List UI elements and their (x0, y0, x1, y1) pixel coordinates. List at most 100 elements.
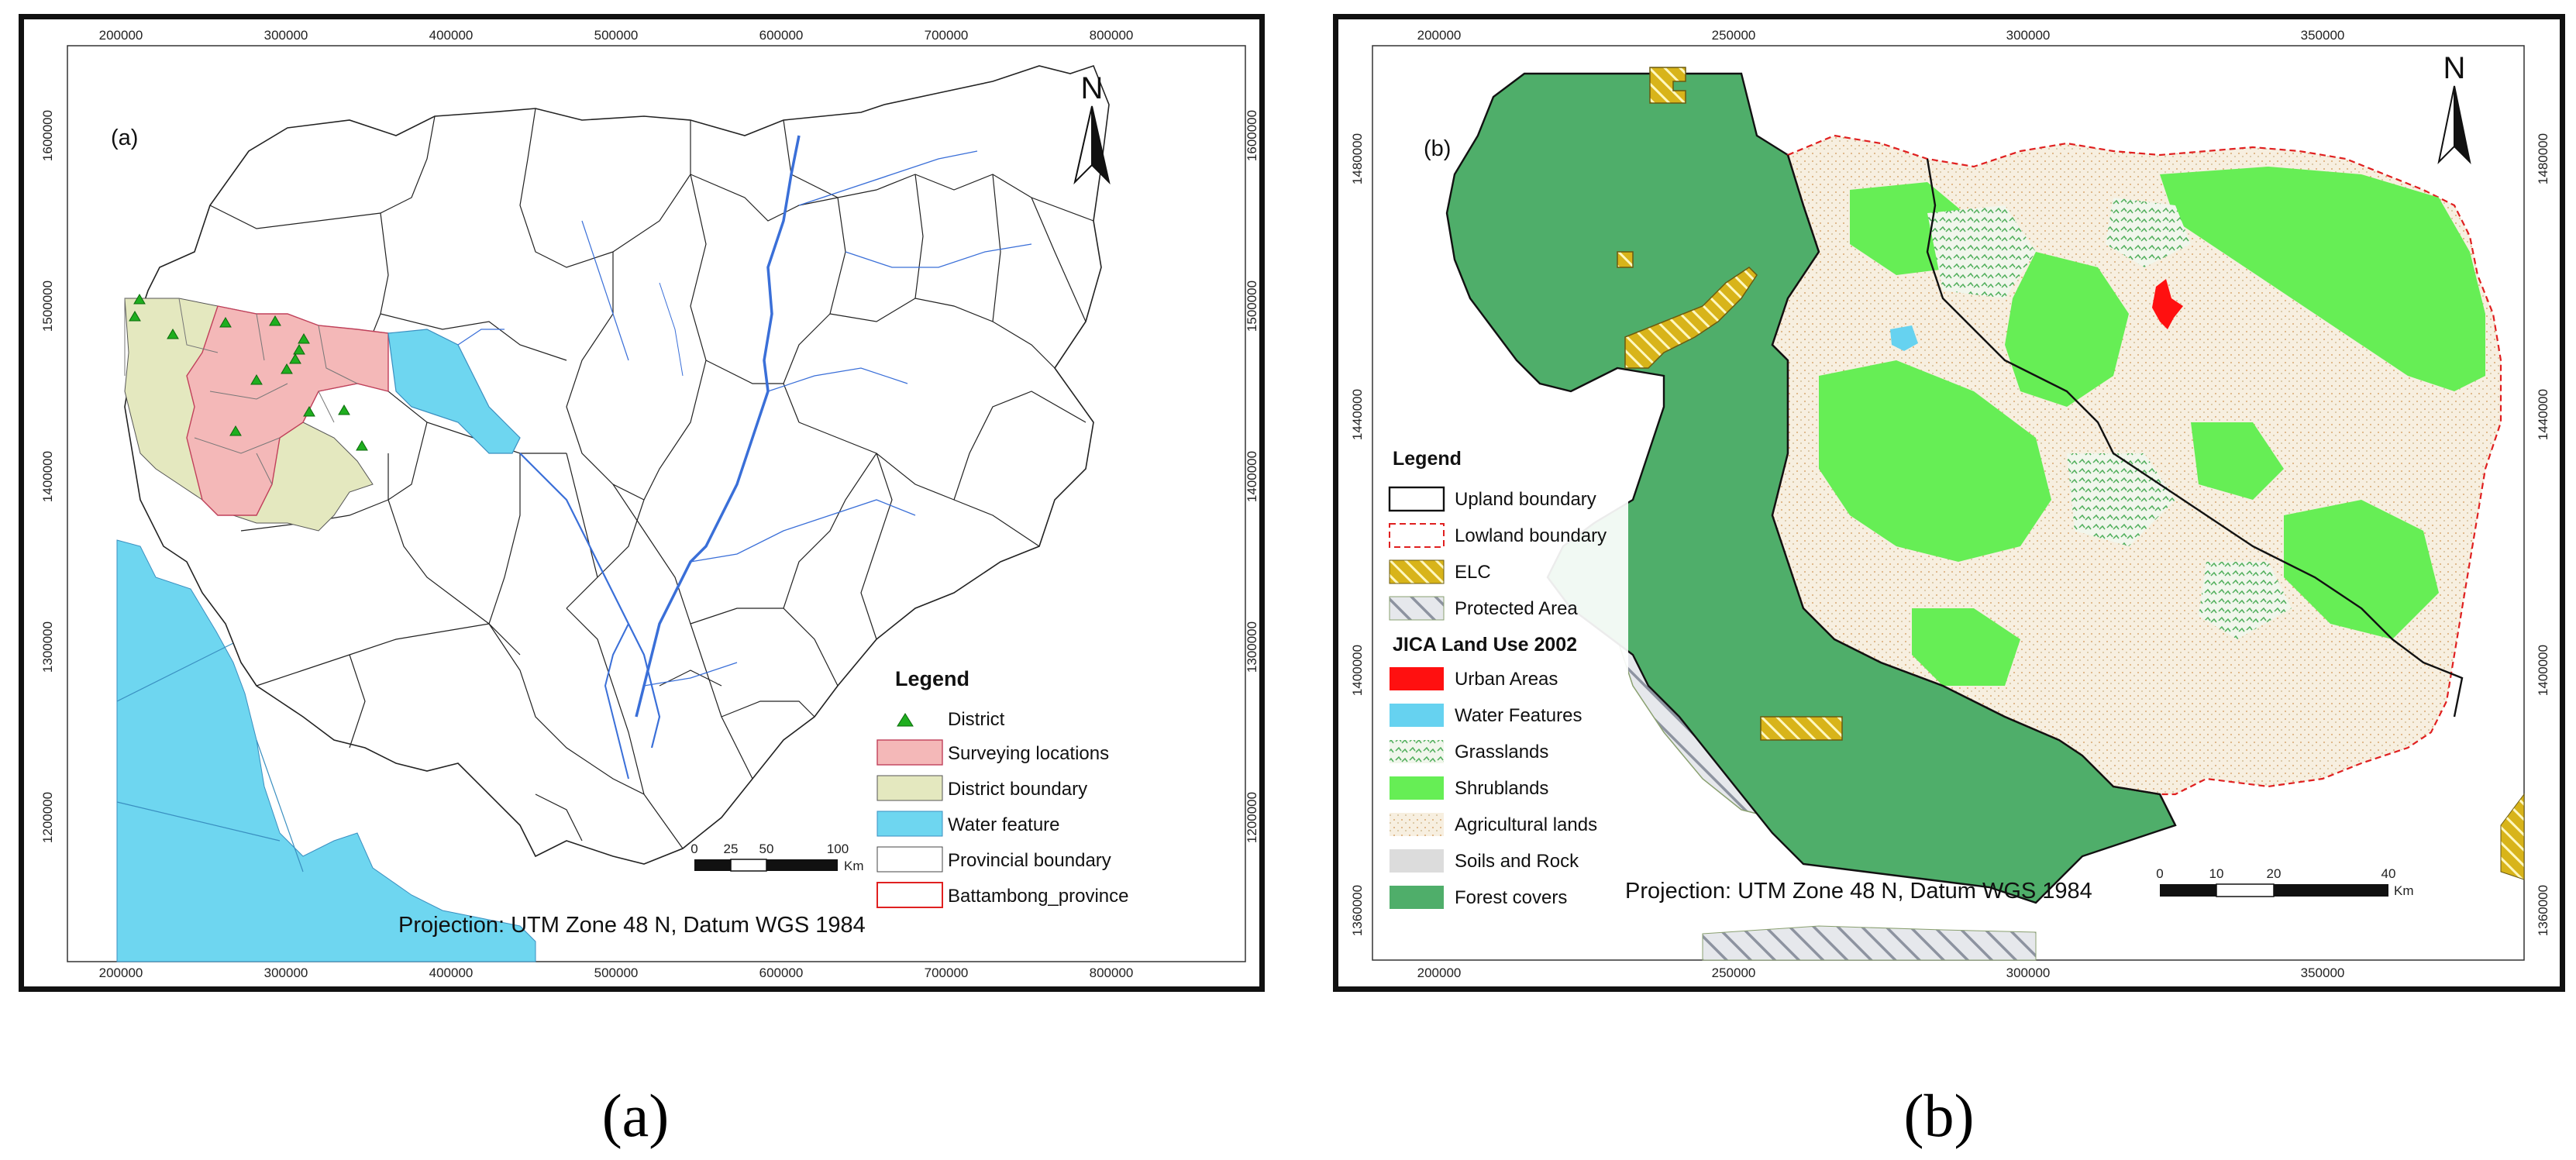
svg-text:200000: 200000 (99, 28, 143, 43)
legend-b-item: ELC (1455, 562, 1491, 583)
svg-text:300000: 300000 (264, 966, 308, 980)
water-feature (1890, 325, 1918, 351)
svg-text:1360000: 1360000 (2536, 885, 2550, 936)
svg-text:250000: 250000 (1712, 28, 1756, 43)
legend-b-subtitle: JICA Land Use 2002 (1393, 634, 1577, 656)
projection-a: Projection: UTM Zone 48 N, Datum WGS 198… (398, 913, 866, 938)
map-panel-b: 200000 250000 300000 350000 200000 25000… (1333, 14, 2565, 992)
svg-text:N: N (1081, 71, 1104, 105)
north-arrow-icon: N (1073, 71, 1111, 185)
svg-text:1360000: 1360000 (1350, 885, 1365, 936)
rivers (457, 135, 1032, 780)
legend-upland-swatch (1388, 486, 1445, 512)
svg-text:600000: 600000 (759, 966, 804, 980)
svg-text:Km: Km (2394, 883, 2414, 898)
maritime-lines (116, 639, 304, 873)
legend-b-item: Agricultural lands (1455, 814, 1597, 835)
legend-water-swatch (1390, 704, 1444, 727)
grasslands (1927, 198, 2292, 639)
legend-water-swatch (876, 811, 943, 837)
legend-surveying-swatch (876, 739, 943, 766)
district-marker (269, 315, 281, 326)
panel-b-tag: (b) (1424, 136, 1451, 161)
legend-b-item: Grasslands (1455, 742, 1548, 762)
svg-text:1600000: 1600000 (40, 110, 55, 161)
legend-b-item: Forest covers (1455, 887, 1567, 908)
legend-a-item: Provincial boundary (948, 850, 1111, 871)
caption-b: (b) (1903, 1082, 1975, 1149)
svg-text:350000: 350000 (2301, 966, 2345, 980)
svg-text:700000: 700000 (925, 966, 969, 980)
legend-district-symbol (897, 713, 914, 727)
district-marker (293, 344, 305, 355)
legend-lowland-swatch (1389, 523, 1445, 548)
legend-urban-swatch (1390, 667, 1444, 690)
svg-text:40: 40 (2381, 866, 2396, 881)
north-arrow-icon: N (2437, 51, 2471, 165)
svg-text:1440000: 1440000 (2536, 389, 2550, 440)
svg-text:20: 20 (2267, 866, 2282, 881)
svg-text:300000: 300000 (2006, 966, 2051, 980)
svg-text:400000: 400000 (429, 966, 474, 980)
map-b-y-ticks-right: 1480000 1440000 1400000 1360000 (2536, 133, 2550, 936)
legend-a-item: Battambong_province (948, 886, 1128, 907)
district-marker (289, 353, 301, 364)
upland-lowland-divide (1771, 154, 2177, 826)
svg-text:200000: 200000 (99, 966, 143, 980)
legend-grass-swatch (1390, 740, 1444, 763)
svg-text:1480000: 1480000 (2536, 133, 2550, 184)
district-marker (250, 374, 263, 385)
svg-text:350000: 350000 (2301, 28, 2345, 43)
legend-shrub-swatch (1390, 776, 1444, 800)
provincial-boundaries (209, 108, 1094, 849)
map-a-canvas: 200000 300000 400000 500000 600000 70000… (40, 28, 1259, 980)
legend-forest-swatch (1390, 886, 1444, 909)
district-marker (219, 317, 232, 328)
legend-b-item: Protected Area (1455, 598, 1578, 619)
legend-district-boundary-swatch (876, 775, 943, 801)
svg-text:Km: Km (844, 859, 864, 873)
legend-b-title: Legend (1393, 448, 1462, 470)
elc-areas (1617, 67, 1843, 741)
gulf-water (116, 539, 536, 962)
legend-soil-swatch (1390, 849, 1444, 873)
map-a-x-ticks-top: 200000 300000 400000 500000 600000 70000… (99, 28, 1134, 43)
legend-a-item: Surveying locations (948, 743, 1109, 764)
legend-protected-swatch (1389, 596, 1445, 621)
legend-b-item: Water Features (1455, 705, 1582, 726)
svg-text:25: 25 (724, 842, 739, 856)
svg-text:50: 50 (759, 842, 774, 856)
legend-agri-swatch (1390, 813, 1444, 836)
district-marker (133, 294, 146, 305)
caption-a: (a) (601, 1082, 670, 1149)
svg-text:1600000: 1600000 (1245, 110, 1259, 161)
svg-text:1300000: 1300000 (1245, 621, 1259, 673)
legend-battambong-swatch (876, 882, 943, 908)
map-a-y-ticks-right: 1600000 1500000 1400000 1300000 1200000 (1245, 110, 1259, 843)
tonle-sap-lake (387, 329, 521, 454)
legend-a-item: Water feature (948, 814, 1060, 835)
district-marker (281, 363, 293, 374)
district-marker (229, 425, 242, 436)
battambang-districts (124, 298, 389, 532)
svg-text:600000: 600000 (759, 28, 804, 43)
svg-text:1440000: 1440000 (1350, 389, 1365, 440)
map-a-x-ticks-bottom: 200000 300000 400000 500000 600000 70000… (99, 966, 1134, 980)
svg-text:1500000: 1500000 (40, 281, 55, 332)
elc-east-edge (2500, 793, 2525, 880)
legend-b-item: Urban Areas (1455, 669, 1558, 690)
district-marker (303, 406, 315, 417)
urban-area (2152, 279, 2183, 329)
svg-text:10: 10 (2209, 866, 2224, 881)
svg-text:500000: 500000 (594, 28, 639, 43)
legend-a-item: District (948, 709, 1005, 730)
district-marker (167, 329, 179, 339)
scale-bar-a: 0 25 50 100 Km (690, 842, 863, 873)
svg-text:200000: 200000 (1417, 28, 1462, 43)
legend-a-item: District boundary (948, 779, 1087, 800)
map-b-y-ticks-left: 1480000 1440000 1400000 1360000 (1350, 133, 1365, 936)
svg-text:250000: 250000 (1712, 966, 1756, 980)
protected-area-south (1702, 925, 2037, 961)
svg-text:300000: 300000 (2006, 28, 2051, 43)
panel-a-tag: (a) (111, 126, 138, 150)
